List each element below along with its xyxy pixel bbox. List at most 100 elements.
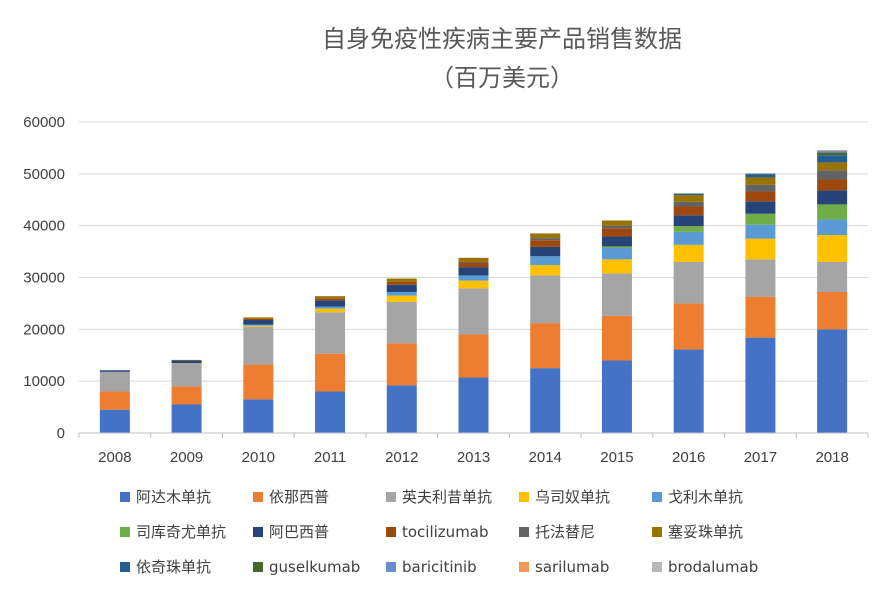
chart-title: 自身免疫性疾病主要产品销售数据 [322, 25, 682, 53]
bar-segment [601, 247, 632, 260]
legend-item: 戈利木单抗 [652, 488, 743, 506]
bar-segment [673, 349, 704, 433]
bar-segment [817, 155, 848, 163]
bar-segment [458, 280, 489, 289]
bar-segment [817, 152, 848, 156]
bar-segment [458, 275, 489, 281]
bar-segment [243, 326, 274, 365]
legend-item: 乌司奴单抗 [519, 488, 610, 506]
x-tick-label: 2018 [815, 449, 848, 466]
bar-segment [315, 391, 346, 433]
bar-segment [817, 162, 848, 171]
bar-segment [601, 236, 632, 247]
bar-segment [243, 324, 274, 326]
bar-segment [386, 295, 417, 302]
bar-segment [315, 306, 346, 309]
bar-segment [243, 318, 274, 321]
x-tick-label: 2012 [385, 449, 418, 466]
bar-segment [817, 179, 848, 191]
legend-swatch [120, 527, 130, 537]
x-axis: 2008 2009 2010 2011 2012 2013 2014 2015 2016 2017… [78, 432, 869, 466]
bar-segment [745, 174, 776, 178]
y-tick-label: 60000 [23, 114, 65, 131]
bar-segment [530, 238, 561, 241]
bar-segment [601, 246, 632, 248]
bar-segment [745, 173, 776, 174]
legend-label: 塞妥珠单抗 [668, 523, 743, 541]
bar-segment [817, 329, 848, 433]
bar-segment [171, 363, 202, 387]
bar-segment [171, 404, 202, 433]
bar-segment [99, 370, 130, 372]
bar-segment [745, 238, 776, 260]
bar-segment [673, 231, 704, 245]
x-tick-label: 2014 [529, 449, 562, 466]
bar-segment [243, 317, 274, 319]
bar-segment [601, 220, 632, 226]
bar-segment [458, 262, 489, 268]
x-tick-label: 2009 [170, 449, 203, 466]
bar-segment [386, 292, 417, 296]
legend-swatch [652, 562, 662, 572]
bar-segment [458, 377, 489, 433]
bar-segment [243, 364, 274, 400]
legend-item: 阿巴西普 [253, 523, 329, 541]
bar-segment [386, 385, 417, 433]
legend-label: guselkumab [269, 558, 360, 576]
legend-swatch [253, 562, 263, 572]
legend-swatch [386, 527, 396, 537]
y-tick-label: 20000 [23, 321, 65, 338]
legend-swatch [253, 492, 263, 502]
bar-segment [386, 278, 417, 282]
bar-segment [673, 261, 704, 304]
bar-segment [458, 334, 489, 378]
bar-segment [386, 281, 417, 285]
bar-segment [530, 240, 561, 247]
bar-segment [817, 261, 848, 293]
y-tick-label: 40000 [23, 218, 65, 235]
bar-segment [458, 261, 489, 263]
bar-segment [99, 371, 130, 392]
legend-item: 阿达木单抗 [120, 488, 211, 506]
legend-item: 塞妥珠单抗 [652, 523, 743, 541]
bar-segment [817, 170, 848, 180]
bar-segment [171, 360, 202, 364]
bar-segment [386, 343, 417, 386]
y-axis: 0 10000 20000 30000 40000 50000 60000 [23, 114, 65, 442]
bar-segment [171, 359, 202, 361]
bar-segment [745, 224, 776, 239]
legend-item: sarilumab [519, 558, 609, 576]
bar-segment [745, 184, 776, 192]
bar-segment [745, 191, 776, 202]
legend-label: 司库奇尤单抗 [136, 523, 226, 541]
y-tick-label: 30000 [23, 270, 65, 287]
legend-label: 戈利木单抗 [668, 488, 743, 506]
bar-segment [458, 257, 489, 262]
legend-swatch [120, 562, 130, 572]
legend-swatch [386, 492, 396, 502]
bar-segment [745, 177, 776, 185]
legend-item: brodalumab [652, 558, 758, 576]
legend-item: 依奇珠单抗 [120, 558, 211, 576]
bar-segment [243, 325, 274, 327]
legend-label: brodalumab [668, 558, 758, 576]
bar-segment [601, 315, 632, 361]
bar-segment [673, 193, 704, 196]
bar-segment [673, 226, 704, 232]
bar-segment [745, 296, 776, 338]
bar-segment [745, 201, 776, 214]
bar-segment [745, 259, 776, 297]
bar-segment [171, 386, 202, 405]
bar-segment [745, 173, 776, 175]
bar-segment [530, 256, 561, 266]
x-tick-label: 2010 [242, 449, 275, 466]
legend-label: tocilizumab [402, 523, 489, 541]
bar-segment [745, 337, 776, 433]
bar-segment [673, 215, 704, 227]
legend-swatch [386, 562, 396, 572]
legend-item: 依那西普 [253, 488, 329, 506]
bar-segment [601, 228, 632, 237]
bar-segment [673, 201, 704, 207]
bar-segment [315, 312, 346, 354]
